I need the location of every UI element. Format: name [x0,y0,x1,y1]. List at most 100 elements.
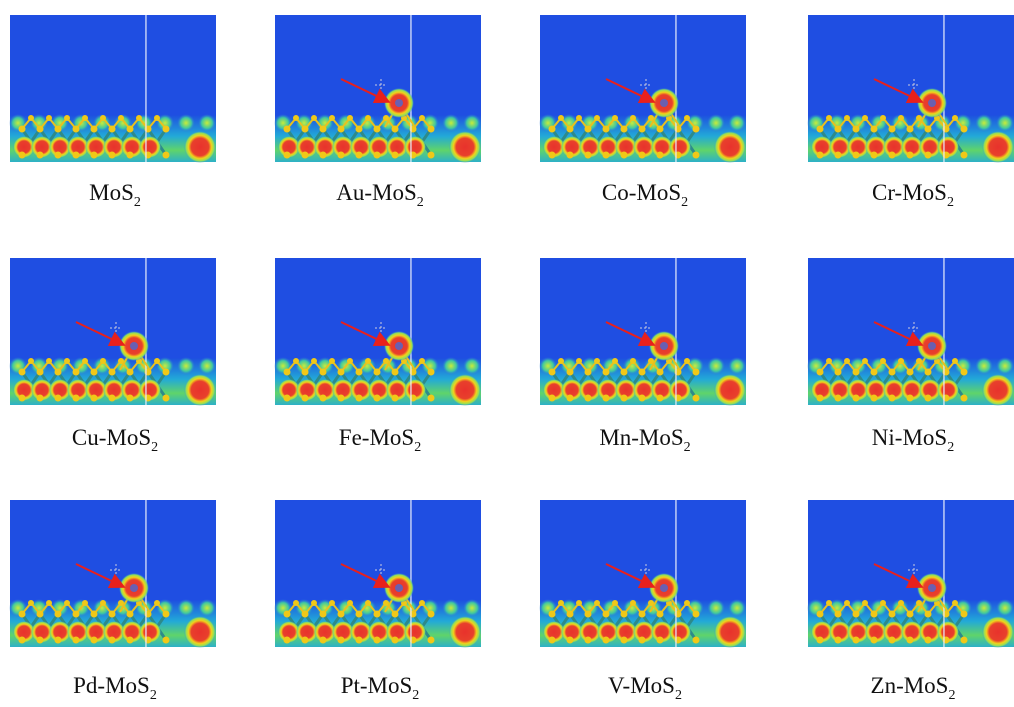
panel [539,500,746,648]
glow [442,599,460,617]
atom [392,611,399,618]
atom [329,358,335,364]
atom [925,152,932,159]
atom [871,126,878,133]
atom [835,152,842,159]
label-subscript: 2 [947,195,954,210]
atom [594,115,600,121]
atom [871,395,878,402]
atom [826,115,832,121]
atom [428,395,435,402]
atom [356,369,363,376]
atom [28,600,34,606]
label-text: Cr-MoS [872,180,947,205]
atom [889,611,896,618]
atom [127,611,134,618]
atom [374,369,381,376]
atom [871,152,878,159]
atom [835,126,842,133]
atom [100,600,106,606]
atom [73,395,80,402]
atom [109,395,116,402]
atom [419,115,425,121]
atom [428,369,435,376]
atom [621,611,628,618]
atom-glow [714,131,746,163]
atom [612,600,618,606]
atom [961,395,968,402]
atom [576,600,582,606]
atom [907,395,914,402]
atom [871,611,878,618]
atom [91,611,98,618]
atom [693,152,700,159]
atom [91,152,98,159]
atom [952,115,958,121]
atom [925,126,932,133]
atom-glow [714,616,746,648]
atom [844,358,850,364]
atom [109,611,116,618]
atom [37,395,44,402]
atom [898,358,904,364]
atom [549,637,556,644]
atom [284,126,291,133]
atom [693,637,700,644]
atom [925,611,932,618]
atom [356,395,363,402]
atom [817,369,824,376]
atom [907,611,914,618]
atom [302,395,309,402]
atom [64,115,70,121]
atom [302,369,309,376]
atom [118,115,124,121]
atom-glow [184,374,216,406]
atom [684,115,690,121]
atom [549,369,556,376]
atom [639,126,646,133]
atom [293,600,299,606]
atom [585,369,592,376]
atom [91,395,98,402]
atom [817,126,824,133]
atom [338,395,345,402]
atom [567,152,574,159]
atom [567,637,574,644]
glow [707,114,725,132]
atom [961,369,968,376]
atom [585,395,592,402]
atom [73,369,80,376]
atom [835,611,842,618]
atom [871,637,878,644]
glow [996,114,1014,132]
glow [728,357,746,375]
atom [19,637,26,644]
atom [428,637,435,644]
atom [657,152,664,159]
atom [594,600,600,606]
atom [817,637,824,644]
label-text: Co-MoS [602,180,681,205]
glow [975,599,993,617]
atom-glow [982,131,1014,163]
atom [91,126,98,133]
atom [320,152,327,159]
atom [576,115,582,121]
atom [961,126,968,133]
atom [163,637,170,644]
atom [338,152,345,159]
atom [853,395,860,402]
atom [817,611,824,618]
atom [284,369,291,376]
atom [55,152,62,159]
atom [925,369,932,376]
label-subscript: 2 [684,440,691,455]
atom [657,369,664,376]
atom [163,126,170,133]
label-text: Pt-MoS [341,673,413,698]
panel-label: Fe-MoS2 [339,425,421,455]
atom [428,152,435,159]
atom [46,600,52,606]
atom [817,152,824,159]
atom [693,126,700,133]
